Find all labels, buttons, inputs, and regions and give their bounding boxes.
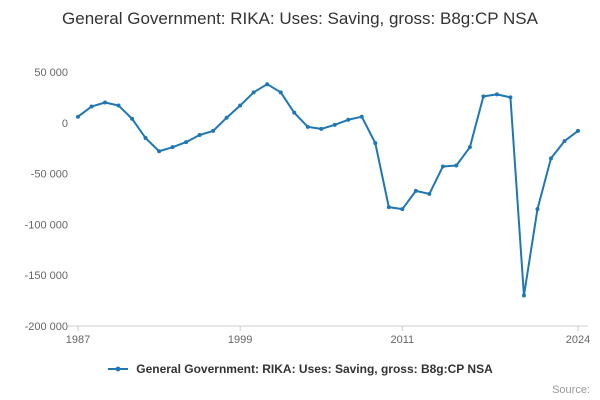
data-point[interactable] bbox=[521, 293, 526, 298]
data-point[interactable] bbox=[576, 128, 580, 133]
data-point[interactable] bbox=[562, 139, 567, 144]
data-point[interactable] bbox=[251, 90, 256, 95]
data-point[interactable] bbox=[292, 110, 297, 115]
y-axis-tick-label: -50 000 bbox=[31, 169, 68, 181]
data-point[interactable] bbox=[440, 164, 445, 169]
line-chart: 1987 1999 2011 2024 50 000 0 -50 000 -100 000 -1… bbox=[25, 67, 591, 345]
legend-line-swatch bbox=[108, 366, 129, 372]
data-point[interactable] bbox=[481, 94, 486, 99]
data-point[interactable] bbox=[427, 191, 432, 196]
x-axis-tick-label: 1987 bbox=[66, 334, 90, 345]
data-point[interactable] bbox=[305, 124, 310, 129]
data-point[interactable] bbox=[116, 103, 121, 108]
data-point[interactable] bbox=[238, 103, 243, 108]
y-axis-tick-label: -150 000 bbox=[25, 270, 68, 282]
data-point[interactable] bbox=[467, 145, 472, 150]
chart-title: General Government: RIKA: Uses: Saving, … bbox=[62, 9, 538, 28]
data-point[interactable] bbox=[197, 132, 202, 137]
y-axis-tick-label: 50 000 bbox=[34, 67, 68, 79]
data-point[interactable] bbox=[211, 128, 216, 133]
y-axis-tick-label: 0 bbox=[62, 118, 68, 130]
data-point[interactable] bbox=[508, 95, 513, 100]
data-point[interactable] bbox=[265, 82, 270, 87]
data-point[interactable] bbox=[319, 126, 324, 131]
data-point[interactable] bbox=[89, 104, 94, 109]
data-point[interactable] bbox=[76, 114, 80, 119]
data-point[interactable] bbox=[103, 100, 108, 105]
data-point[interactable] bbox=[130, 116, 135, 121]
data-point[interactable] bbox=[278, 90, 283, 95]
data-point[interactable] bbox=[454, 163, 459, 168]
x-axis-tick-label: 2024 bbox=[566, 334, 590, 345]
data-point[interactable] bbox=[413, 188, 418, 193]
x-axis-tick-label: 2011 bbox=[390, 334, 414, 345]
y-axis-tick-label: -200 000 bbox=[25, 321, 68, 333]
data-point[interactable] bbox=[386, 205, 391, 210]
data-point[interactable] bbox=[346, 117, 351, 122]
source-label: Source: bbox=[552, 384, 590, 396]
data-point[interactable] bbox=[157, 149, 162, 154]
data-line[interactable] bbox=[77, 83, 579, 297]
y-axis-tick-label: -100 000 bbox=[25, 219, 68, 231]
data-point[interactable] bbox=[548, 156, 553, 161]
data-point[interactable] bbox=[143, 136, 148, 141]
data-point[interactable] bbox=[170, 145, 175, 150]
legend[interactable]: General Government: RIKA: Uses: Saving, … bbox=[0, 362, 600, 376]
data-point[interactable] bbox=[332, 122, 337, 127]
data-point[interactable] bbox=[400, 207, 405, 212]
data-point[interactable] bbox=[359, 114, 364, 119]
legend-label: General Government: RIKA: Uses: Saving, … bbox=[136, 362, 493, 376]
data-point[interactable] bbox=[494, 92, 499, 97]
data-point[interactable] bbox=[373, 141, 378, 146]
data-point[interactable] bbox=[184, 140, 189, 145]
data-point[interactable] bbox=[535, 207, 540, 212]
x-axis-tick-label: 1999 bbox=[228, 334, 252, 345]
legend-dot bbox=[115, 366, 121, 372]
data-point[interactable] bbox=[224, 115, 229, 120]
